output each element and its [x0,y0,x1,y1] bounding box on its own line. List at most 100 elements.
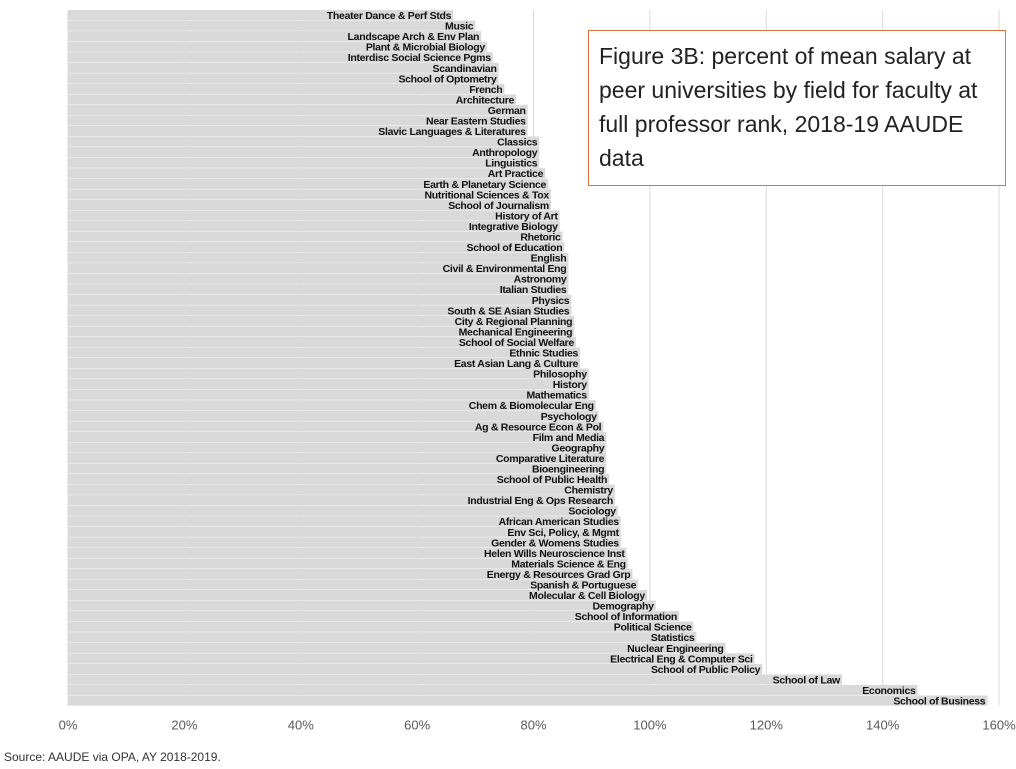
category-label: Spanish & Portuguese [530,580,636,592]
category-label: Chemistry [564,485,613,497]
bar [68,305,572,316]
bar [68,516,621,527]
bar [68,379,589,390]
category-label: Theater Dance & Perf Stds [327,10,452,22]
category-label: History [553,379,588,391]
bar [68,252,569,263]
category-label: School of Education [467,242,563,254]
bar [68,52,493,63]
category-label: South & SE Asian Studies [447,305,569,317]
category-label: School of Journalism [448,200,549,212]
bar [68,94,517,105]
bar [68,157,540,168]
category-label: Env Sci, Policy, & Mgmt [507,527,619,539]
x-tick-label: 40% [288,717,314,732]
bar [68,421,604,432]
bar [68,600,656,611]
category-label: Nuclear Engineering [627,643,723,655]
bar [68,474,610,485]
x-tick-label: 160% [982,717,1016,732]
bar [68,368,589,379]
x-tick-label: 140% [866,717,900,732]
bar [68,621,694,632]
bar [68,104,528,116]
category-label: Comparative Literature [496,453,605,465]
category-label: Bioengineering [532,464,604,476]
bar [68,263,569,274]
category-label: Nutritional Sciences & Tox [425,189,550,201]
bar [68,632,697,643]
bar [68,126,528,137]
category-label: Molecular & Cell Biology [529,590,645,602]
category-label: Physics [532,295,570,307]
bar [68,663,763,674]
category-label: Near Eastern Studies [426,116,526,128]
bar [68,442,607,453]
category-label: Film and Media [533,432,605,444]
category-label: East Asian Lang & Culture [454,358,578,370]
category-label: Mathematics [526,390,587,402]
x-tick-label: 120% [750,717,784,732]
bar [68,199,551,210]
category-label: Psychology [541,411,597,423]
bar [68,347,581,358]
category-label: History of Art [495,210,558,222]
bar [68,284,569,295]
bar [68,674,842,685]
bar [68,547,627,558]
category-label: Ag & Resource Econ & Pol [475,421,602,433]
x-tick-label: 60% [404,717,430,732]
category-label: Interdisc Social Science Pgms [348,52,491,64]
category-label: School of Business [893,696,985,708]
category-label: Rhetoric [520,232,561,244]
category-label: German [488,105,526,117]
bar [68,358,581,369]
bar [68,336,576,348]
bar [68,220,560,232]
category-label: African American Studies [499,516,620,528]
bar [68,484,615,495]
bar [68,31,482,42]
category-label: City & Regional Planning [455,316,573,328]
bar [68,590,647,601]
bar [68,73,499,84]
bar [68,558,628,569]
x-tick-label: 100% [633,717,667,732]
bar [68,210,560,221]
category-label: Mechanical Engineering [459,326,573,338]
category-label: Industrial Eng & Ops Research [468,495,613,507]
bar [68,294,572,305]
category-label: Philosophy [533,369,587,381]
category-label: Economics [862,685,916,697]
bar [68,431,607,442]
category-label: Gender & Womens Studies [491,537,619,549]
category-label: Astronomy [514,274,567,286]
category-label: French [469,84,502,96]
x-tick-label: 20% [171,717,197,732]
bar [68,410,599,421]
bar [68,611,679,622]
category-label: Electrical Eng & Computer Sci [610,653,753,665]
bar [68,83,505,94]
bar [68,20,476,31]
bar [68,695,988,706]
category-label: School of Public Policy [651,664,761,676]
bar [68,231,563,242]
bar [68,62,499,73]
bar [68,526,621,537]
bar [68,653,755,664]
bar [68,147,540,158]
category-label: Plant & Microbial Biology [366,42,486,54]
category-label: School of Information [575,611,677,623]
category-label: Geography [552,442,605,454]
bar [68,684,918,696]
category-label: Slavic Languages & Literatures [378,126,526,138]
source-note: Source: AAUDE via OPA, AY 2018-2019. [4,750,221,764]
x-tick-label: 0% [59,717,78,732]
category-label: Political Science [614,622,692,634]
category-label: Art Practice [488,168,544,180]
category-label: Landscape Arch & Env Plan [348,31,480,43]
category-label: Scandinavian [432,63,496,75]
bar [68,452,607,464]
